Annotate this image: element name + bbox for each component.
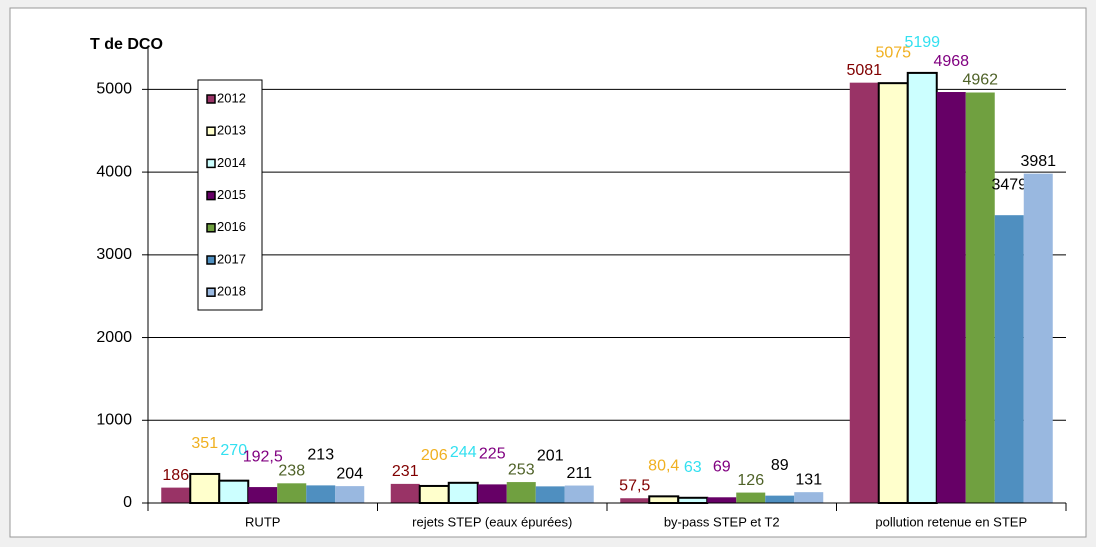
data-label: 225 bbox=[479, 446, 506, 463]
data-label: 253 bbox=[508, 461, 535, 478]
data-label: 63 bbox=[684, 459, 702, 476]
x-tick-label: RUTP bbox=[245, 514, 280, 529]
bar bbox=[277, 483, 307, 503]
bar bbox=[1023, 173, 1053, 503]
data-label: 211 bbox=[566, 465, 592, 482]
data-label: 231 bbox=[392, 463, 419, 480]
bar bbox=[218, 479, 250, 504]
bar bbox=[994, 215, 1024, 503]
data-label: 3479 bbox=[991, 176, 1027, 193]
bar bbox=[535, 486, 565, 503]
data-label: 351 bbox=[191, 435, 218, 452]
legend-swatch bbox=[206, 255, 216, 265]
x-tick-label: pollution retenue en STEP bbox=[875, 514, 1027, 529]
data-label: 89 bbox=[771, 457, 789, 474]
data-label: 206 bbox=[421, 447, 448, 464]
data-label: 270 bbox=[220, 442, 247, 459]
legend-label: 2012 bbox=[217, 90, 246, 105]
data-label: 192,5 bbox=[243, 448, 283, 465]
bar bbox=[564, 485, 594, 503]
x-tick-label: rejets STEP (eaux épurées) bbox=[412, 514, 572, 529]
data-label: 4962 bbox=[962, 72, 998, 89]
y-tick-label: 3000 bbox=[96, 246, 132, 263]
x-tick-label: by-pass STEP et T2 bbox=[664, 514, 780, 529]
bar bbox=[161, 487, 191, 503]
data-label: 186 bbox=[162, 467, 189, 484]
y-tick-label: 5000 bbox=[96, 81, 132, 98]
y-tick-label: 4000 bbox=[96, 163, 132, 180]
data-label: 80,4 bbox=[648, 458, 679, 475]
legend-label: 2016 bbox=[217, 219, 246, 234]
bar bbox=[335, 486, 365, 503]
legend-label: 2013 bbox=[217, 123, 246, 138]
y-axis-title: T de DCO bbox=[90, 36, 163, 53]
legend-swatch bbox=[206, 223, 216, 233]
y-tick-label: 1000 bbox=[96, 411, 132, 428]
bar bbox=[477, 484, 507, 503]
bar bbox=[965, 92, 995, 504]
data-label: 5199 bbox=[904, 34, 940, 51]
bar bbox=[794, 492, 824, 503]
bar bbox=[877, 82, 909, 504]
data-label: 131 bbox=[795, 471, 822, 488]
bar bbox=[620, 498, 650, 503]
legend-swatch bbox=[206, 158, 216, 169]
bar bbox=[390, 483, 420, 503]
bar bbox=[506, 482, 536, 503]
bar bbox=[677, 496, 709, 504]
bar bbox=[418, 484, 450, 505]
data-label: 244 bbox=[450, 444, 477, 461]
y-tick-label: 2000 bbox=[96, 329, 132, 346]
data-label: 238 bbox=[278, 463, 305, 480]
legend-swatch bbox=[206, 126, 216, 136]
legend-label: 2015 bbox=[217, 187, 246, 202]
data-label: 204 bbox=[336, 465, 363, 482]
bar bbox=[648, 495, 680, 504]
legend-label: 2014 bbox=[217, 155, 246, 170]
data-label: 4968 bbox=[933, 53, 969, 70]
bar bbox=[906, 71, 938, 504]
data-label: 69 bbox=[713, 459, 731, 476]
y-tick-label: 0 bbox=[123, 494, 132, 511]
bar bbox=[248, 487, 278, 503]
bar bbox=[447, 481, 479, 504]
data-label: 126 bbox=[737, 472, 764, 489]
bar bbox=[189, 472, 221, 505]
bar bbox=[736, 492, 766, 503]
data-label: 213 bbox=[307, 447, 334, 464]
bar bbox=[936, 92, 966, 503]
legend-swatch bbox=[206, 94, 216, 104]
data-label: 57,5 bbox=[619, 477, 650, 494]
data-label: 201 bbox=[537, 448, 564, 465]
data-label: 3981 bbox=[1020, 153, 1056, 170]
bar bbox=[849, 82, 879, 504]
bar bbox=[707, 497, 737, 503]
bar bbox=[765, 495, 795, 503]
legend-label: 2017 bbox=[217, 251, 246, 266]
legend-label: 2018 bbox=[217, 284, 246, 299]
legend-swatch bbox=[206, 190, 216, 201]
data-label: 5075 bbox=[875, 44, 911, 61]
data-label: 5081 bbox=[846, 62, 882, 79]
legend-swatch bbox=[206, 287, 216, 297]
bar bbox=[306, 485, 336, 503]
